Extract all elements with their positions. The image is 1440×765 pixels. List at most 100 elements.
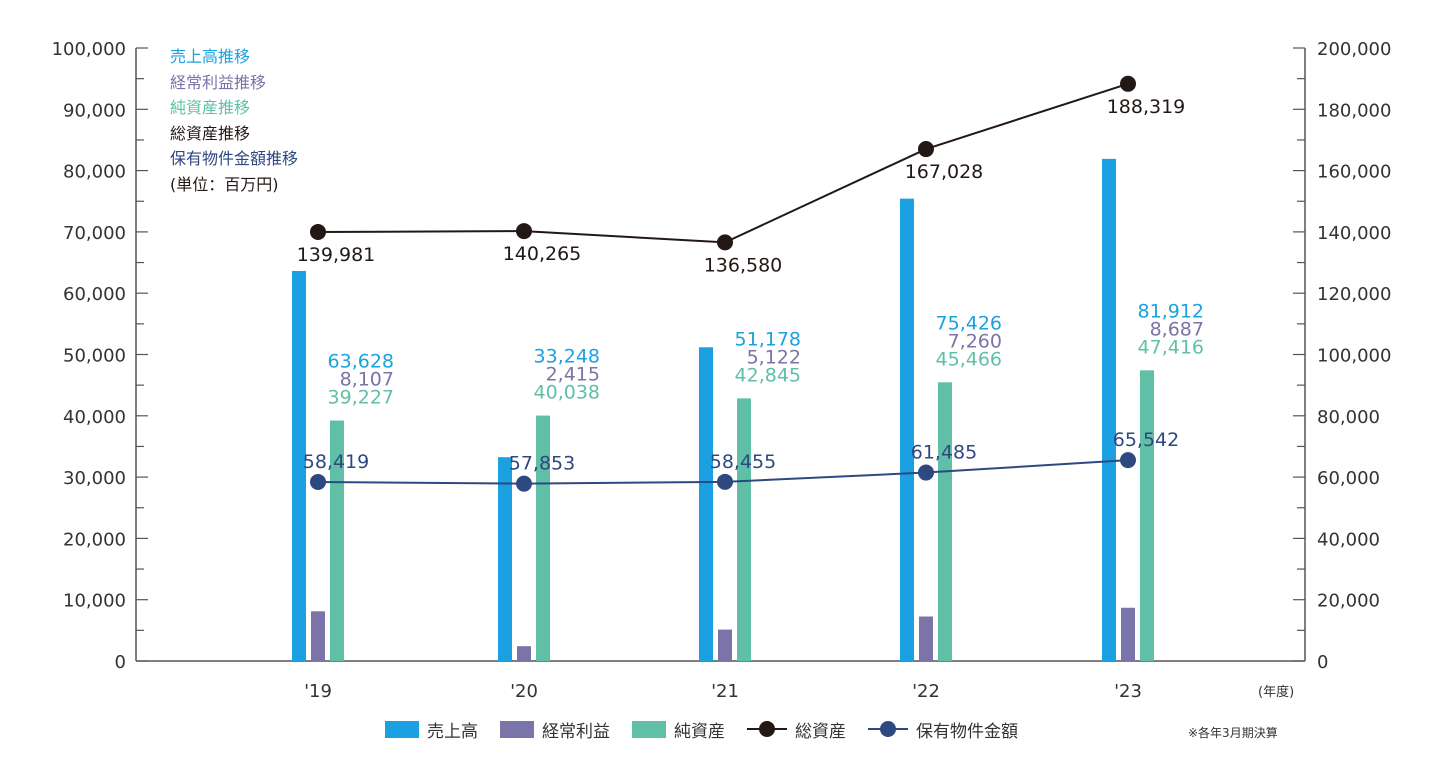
y-right-tick-label: 120,000 xyxy=(1317,284,1391,305)
bar-net-assets xyxy=(536,415,550,661)
bar-ordinary-profit xyxy=(919,616,933,661)
point-property xyxy=(918,464,934,481)
y-left-tick-label: 0 xyxy=(115,652,126,673)
y-left-tick-label: 50,000 xyxy=(63,346,126,367)
legend-item-net-assets: 純資産 xyxy=(632,717,725,742)
data-label-ordinary-profit: 2,415 xyxy=(546,364,600,386)
bar-sales xyxy=(292,270,306,661)
data-label-net-assets: 42,845 xyxy=(735,364,801,386)
bar-ordinary-profit xyxy=(718,629,732,661)
point-property xyxy=(516,475,532,492)
point-total-assets xyxy=(918,141,934,158)
data-label-net-assets: 47,416 xyxy=(1138,336,1204,358)
data-label-ordinary-profit: 5,122 xyxy=(747,346,801,368)
line-total-assets xyxy=(317,82,1129,244)
y-left-tick-label: 80,000 xyxy=(63,162,126,183)
data-label-sales: 51,178 xyxy=(735,328,801,350)
data-label-net-assets: 39,227 xyxy=(328,387,394,409)
y-right-tick-label: 40,000 xyxy=(1317,529,1380,550)
y-left-tick-label: 40,000 xyxy=(63,407,126,428)
bar-ordinary-profit xyxy=(517,646,531,661)
data-label-ordinary-profit: 8,107 xyxy=(340,369,394,391)
bar-sales xyxy=(900,198,914,662)
point-total-assets xyxy=(516,223,532,240)
data-label-property: 58,419 xyxy=(303,451,369,473)
legend-label-property: 保有物件金額 xyxy=(916,721,1018,742)
bottom-legend: 売上高 経常利益 純資産 総資産 保有物件金額 xyxy=(385,715,1040,743)
point-total-assets xyxy=(1120,75,1136,92)
y-right-tick-label: 100,000 xyxy=(1317,346,1391,367)
x-tick-label: '23 xyxy=(1114,681,1142,702)
x-tick-label: '19 xyxy=(304,681,332,702)
legend-label-sales: 売上高 xyxy=(427,721,478,742)
legend-item-ordinary-profit: 経常利益 xyxy=(500,717,610,742)
y-left-tick-label: 70,000 xyxy=(63,223,126,244)
bar-net-assets xyxy=(737,398,751,661)
data-label-property: 57,853 xyxy=(509,453,575,475)
data-label-sales: 75,426 xyxy=(936,312,1002,334)
data-label-total-assets: 139,981 xyxy=(297,244,376,266)
legend-swatch-net-assets xyxy=(632,720,666,738)
data-label-ordinary-profit: 7,260 xyxy=(948,330,1002,352)
legend-title-sales: 売上高推移 xyxy=(170,47,251,66)
legend-item-property: 保有物件金額 xyxy=(868,717,1018,742)
legend-title-ordinary-profit: 経常利益推移 xyxy=(170,72,267,92)
bar-net-assets xyxy=(938,382,952,661)
y-right-tick-label: 200,000 xyxy=(1317,39,1391,60)
data-label-net-assets: 40,038 xyxy=(534,382,600,404)
bar-net-assets xyxy=(330,420,344,661)
y-right-tick-label: 20,000 xyxy=(1317,591,1380,612)
data-label-property: 58,455 xyxy=(710,451,776,473)
data-label-total-assets: 188,319 xyxy=(1107,96,1186,118)
y-right-tick-label: 60,000 xyxy=(1317,468,1380,489)
legend-item-total-assets: 総資産 xyxy=(747,717,846,742)
data-label-total-assets: 140,265 xyxy=(503,243,582,265)
x-axis-unit: (年度) xyxy=(1258,685,1295,700)
legend-swatch-sales xyxy=(385,720,419,738)
y-right-tick-label: 80,000 xyxy=(1317,407,1380,428)
point-property xyxy=(310,473,326,490)
legend-label-net-assets: 純資産 xyxy=(674,721,725,742)
bar-sales xyxy=(498,457,512,661)
y-left-tick-label: 30,000 xyxy=(63,468,126,489)
legend-title-net-assets: 純資産推移 xyxy=(170,98,251,117)
bar-sales xyxy=(699,347,713,661)
x-tick-label: '22 xyxy=(912,681,940,702)
data-label-ordinary-profit: 8,687 xyxy=(1150,318,1204,340)
y-left-tick-label: 90,000 xyxy=(63,100,126,121)
data-label-property: 65,542 xyxy=(1113,429,1179,451)
point-total-assets xyxy=(717,234,733,251)
data-label-sales: 81,912 xyxy=(1138,300,1204,322)
bar-ordinary-profit xyxy=(1121,607,1135,661)
y-right-tick-label: 180,000 xyxy=(1317,100,1391,121)
legend-swatch-ordinary-profit xyxy=(500,720,534,738)
bar-net-assets xyxy=(1140,370,1154,661)
y-right-tick-label: 160,000 xyxy=(1317,162,1391,183)
data-label-net-assets: 45,466 xyxy=(936,348,1002,370)
data-label-total-assets: 136,580 xyxy=(704,254,783,276)
data-label-property: 61,485 xyxy=(911,442,977,464)
legend-label-total-assets: 総資産 xyxy=(795,721,846,742)
point-property xyxy=(717,473,733,490)
y-right-tick-label: 140,000 xyxy=(1317,223,1391,244)
legend-swatch-total-assets xyxy=(747,720,787,738)
x-tick-label: '21 xyxy=(711,681,739,702)
legend-label-ordinary-profit: 経常利益 xyxy=(542,721,610,742)
data-label-total-assets: 167,028 xyxy=(905,161,984,183)
y-left-tick-label: 20,000 xyxy=(63,529,126,550)
data-label-sales: 63,628 xyxy=(328,351,394,373)
y-left-tick-label: 100,000 xyxy=(52,39,126,60)
y-right-tick-label: 0 xyxy=(1317,652,1328,673)
bar-sales xyxy=(1102,158,1116,661)
y-left-tick-label: 60,000 xyxy=(63,284,126,305)
legend-title-total-assets: 総資産推移 xyxy=(170,123,251,143)
footnote: ※各年3月期決算 xyxy=(1188,726,1278,740)
legend-title-property: 保有物件金額推移 xyxy=(170,149,299,168)
legend-title-unit: (単位：百万円) xyxy=(170,174,279,194)
chart-title-legend: 売上高推移 経常利益推移 純資産推移 総資産推移 保有物件金額推移 (単位：百万… xyxy=(170,44,298,197)
legend-swatch-property xyxy=(868,720,908,738)
legend-item-sales: 売上高 xyxy=(385,717,478,742)
bar-ordinary-profit xyxy=(311,611,325,661)
data-label-sales: 33,248 xyxy=(534,346,600,368)
